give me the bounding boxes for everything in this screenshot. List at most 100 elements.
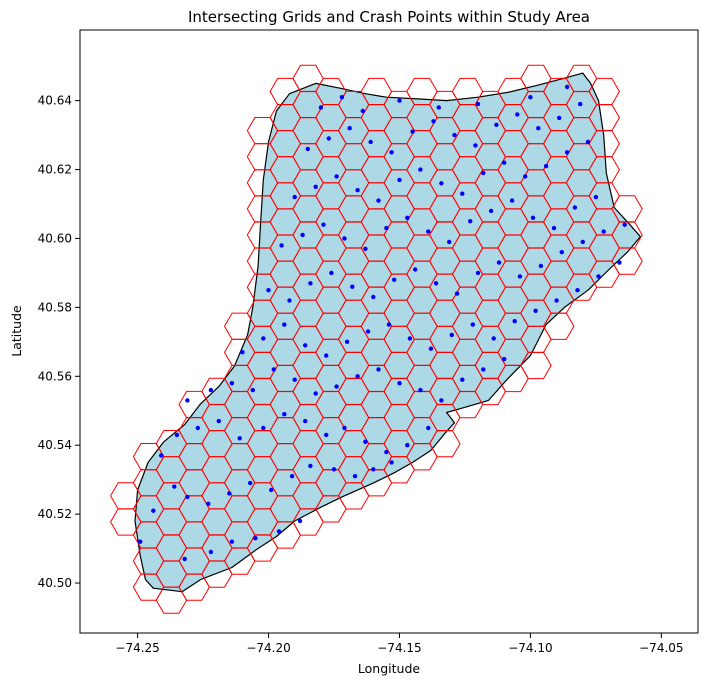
crash-point [564, 150, 570, 155]
x-axis: −74.25 −74.20 −74.15 −74.10 −74.05 [115, 633, 684, 655]
crash-point [339, 95, 345, 100]
crash-point [331, 467, 337, 472]
crash-point [229, 381, 235, 386]
crash-point [572, 205, 578, 210]
crash-point [397, 98, 402, 103]
crash-point [433, 281, 439, 286]
crash-point [439, 181, 444, 186]
y-tick-label: 40.54 [38, 438, 72, 452]
crash-point [352, 474, 358, 479]
crash-point [509, 198, 515, 203]
crash-point [431, 119, 436, 124]
crash-point [344, 339, 350, 344]
x-tick-label: −74.25 [115, 641, 159, 655]
crash-point [496, 260, 502, 265]
crash-point [287, 298, 292, 303]
crash-point [439, 398, 444, 403]
crash-point [240, 350, 245, 355]
crash-point [410, 129, 415, 134]
crash-point [376, 367, 381, 372]
crash-point [324, 432, 329, 438]
crash-point [502, 160, 507, 165]
y-axis: 40.50 40.52 40.54 40.56 40.58 40.60 40.62 40.64 [38, 94, 80, 590]
crash-point [384, 449, 389, 455]
x-tick-label: −74.20 [246, 641, 290, 655]
crash-point [271, 367, 276, 372]
crash-point [318, 105, 324, 110]
crash-point [172, 484, 177, 489]
crash-point [292, 377, 297, 382]
crash-point [494, 122, 499, 128]
crash-point [384, 225, 389, 231]
plot-frame [79, 29, 699, 634]
crash-point [502, 356, 507, 362]
y-tick-label: 40.56 [38, 369, 72, 383]
crash-point [355, 188, 360, 193]
crash-point [426, 229, 431, 234]
crash-point [533, 308, 538, 313]
crash-point [151, 508, 156, 513]
crash-point [418, 387, 423, 393]
crash-point [554, 298, 559, 303]
crash-point [460, 377, 465, 382]
crash-point [303, 343, 308, 348]
crash-point [360, 108, 365, 114]
crash-point [308, 281, 313, 286]
crash-point [397, 381, 402, 386]
crash-point [543, 163, 549, 169]
crash-point [475, 101, 481, 107]
crash-point [371, 294, 376, 300]
crash-point [138, 539, 143, 544]
crash-point [515, 112, 520, 117]
crash-point [426, 425, 431, 431]
crash-point [447, 239, 452, 245]
y-tick-label: 40.58 [38, 300, 72, 314]
crash-point [248, 480, 253, 486]
crash-point [279, 243, 284, 248]
crash-point [523, 174, 528, 179]
crash-point [289, 474, 295, 479]
crash-point [468, 219, 473, 224]
crash-point [261, 336, 266, 341]
crash-point [413, 267, 418, 272]
y-tick-label: 40.64 [38, 94, 72, 108]
crash-point [363, 246, 368, 251]
x-tick-label: −74.15 [377, 641, 421, 655]
crash-point [405, 215, 410, 220]
crash-point [342, 236, 347, 241]
crash-point [334, 384, 339, 389]
crash-point [528, 95, 533, 100]
crash-point [329, 270, 334, 276]
y-tick-label: 40.60 [38, 231, 72, 245]
crash-point [593, 194, 599, 200]
crash-point [536, 126, 541, 131]
crash-point [389, 460, 394, 465]
crash-point [174, 432, 180, 438]
crash-point [596, 274, 601, 279]
crash-point [397, 177, 402, 183]
crash-point [347, 126, 352, 131]
crash-point [208, 387, 214, 393]
crash-point [428, 346, 434, 351]
crash-point [292, 194, 297, 200]
crash-point [389, 150, 394, 155]
crash-point [363, 439, 368, 444]
crash-point [229, 539, 235, 544]
crash-point [454, 291, 460, 296]
crash-point [580, 239, 585, 245]
crash-point [321, 222, 326, 227]
crash-point [473, 143, 478, 148]
crash-point [216, 418, 221, 424]
crash-point [392, 277, 397, 282]
crash-point [206, 501, 211, 506]
crash-point [185, 398, 190, 403]
crash-point [405, 443, 410, 448]
crash-point [436, 105, 441, 110]
crash-points-layer [138, 84, 627, 562]
crash-point [538, 263, 544, 269]
crash-point [386, 322, 392, 327]
crash-point [266, 288, 271, 293]
crash-point [269, 487, 274, 493]
crash-point [250, 387, 255, 393]
